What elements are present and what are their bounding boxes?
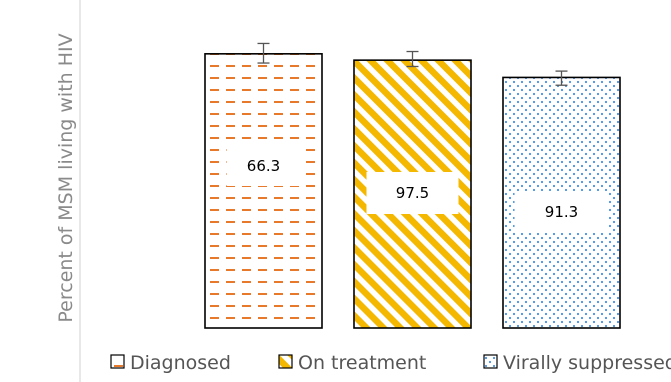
legend-item-virally-suppressed: Virally suppressed [483,352,671,374]
error-bar-diagnosed [257,42,270,64]
legend-item-diagnosed: Diagnosed [110,352,231,374]
error-bars-group [257,42,568,86]
bar-diagnosed [204,53,323,329]
data-label-virally-suppressed: 91.3 [514,191,609,233]
data-label-on-treatment: 97.5 [366,172,459,214]
legend-label: Virally suppressed [503,352,671,374]
legend: Diagnosed On treatment Virally suppressed [110,352,671,374]
legend-swatch [483,354,498,369]
error-bar-virally-suppressed [555,70,568,86]
svg-text:97.5: 97.5 [396,184,429,202]
legend-swatch [278,354,293,369]
y-axis-label: Percent of MSM living with HIV [55,33,77,322]
svg-text:66.3: 66.3 [247,157,280,175]
data-label-diagnosed: 66.3 [226,146,301,186]
legend-label: Diagnosed [130,352,231,374]
legend-swatch [110,354,125,369]
legend-label: On treatment [298,352,426,374]
error-bar-on-treatment [406,50,419,68]
legend-item-on-treatment: On treatment [278,352,426,374]
svg-text:91.3: 91.3 [545,203,578,221]
data-labels-group: 66.3 97.5 91.3 [226,146,609,233]
